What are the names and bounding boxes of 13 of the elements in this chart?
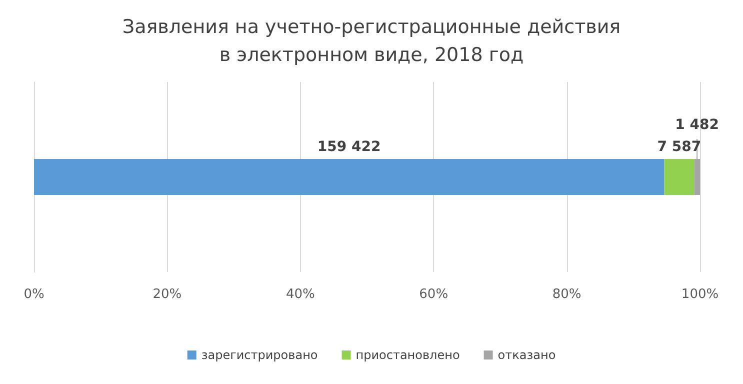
legend-label: отказано [498,348,556,362]
x-tick-label: 40% [286,287,315,302]
x-tick-label: 60% [419,287,448,302]
annotation: 1 482 [675,117,719,133]
x-tick-label: 80% [552,287,582,302]
x-tick-label: 100% [681,287,719,302]
chart-title: Заявления на учетно-регистрационные действия в электронном виде, 2018 год [122,16,621,66]
legend-label: зарегистрировано [201,348,318,362]
x-tick-label: 0% [24,287,44,302]
x-tick-label: 20% [152,287,182,302]
annotation: 159 422 [317,139,381,155]
annotation: 7 587 [657,139,702,155]
legend-label: приостановлено [356,348,460,362]
